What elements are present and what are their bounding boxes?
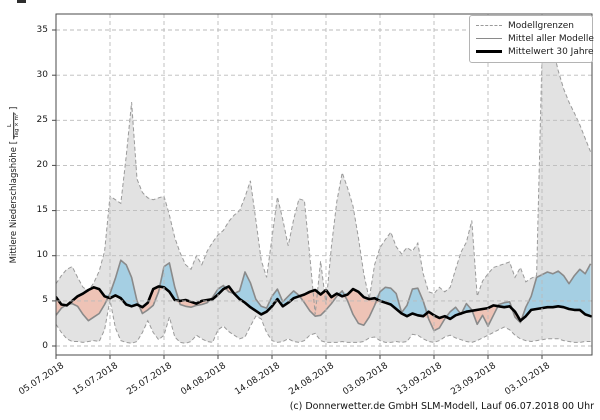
chart-series-group	[56, 32, 592, 344]
y-tick-label-25: 25	[36, 114, 48, 125]
screenshot-artifact-mark	[17, 0, 26, 3]
legend-label: Modellgrenzen	[508, 20, 574, 31]
y-tick-label-30: 30	[36, 69, 48, 80]
axis-ticks	[52, 29, 543, 359]
plot-frame	[55, 13, 593, 356]
legend-label: Mittelwert 30 Jahre	[508, 46, 594, 57]
black-line-icon	[476, 50, 502, 53]
legend-item-modellgrenzen: Modellgrenzen	[476, 19, 586, 32]
legend-item-mittelwert-30-jahre: Mittelwert 30 Jahre	[476, 45, 594, 58]
model-lower-boundary-line	[56, 299, 591, 344]
y-axis-label-text: Mittlere Niederschlagshöhe [	[9, 140, 19, 264]
y-tick-label-20: 20	[36, 159, 48, 170]
mean-30-years-line	[56, 285, 592, 322]
gray-line-icon	[476, 38, 502, 39]
y-axis-label: Mittlere Niederschlagshöhe [L Tag × m²]	[7, 106, 21, 264]
legend-box: Modellgrenzen Mittel aller Modelle Mitte…	[469, 15, 594, 63]
y-tick-label-10: 10	[36, 250, 48, 261]
legend-label: Mittel aller Modelle	[508, 33, 594, 44]
y-tick-label-5: 5	[42, 295, 48, 306]
model-range-fill	[56, 34, 591, 344]
legend-item-mittel-aller-modelle: Mittel aller Modelle	[476, 32, 594, 45]
model-mean-line	[56, 259, 592, 332]
y-tick-label-35: 35	[36, 24, 48, 35]
y-axis-unit-fraction: L Tag × m²	[7, 111, 21, 139]
copyright-caption: (c) Donnerwetter.de GmbH SLM-Modell, Lau…	[289, 401, 594, 412]
y-axis-label-bracket: ]	[9, 106, 19, 110]
y-tick-label-0: 0	[42, 340, 48, 351]
gridlines	[55, 14, 592, 355]
model-upper-boundary-line	[56, 32, 592, 315]
dashed-line-icon	[476, 25, 502, 26]
below-normal-fill	[56, 286, 591, 331]
y-tick-label-15: 15	[36, 205, 48, 216]
